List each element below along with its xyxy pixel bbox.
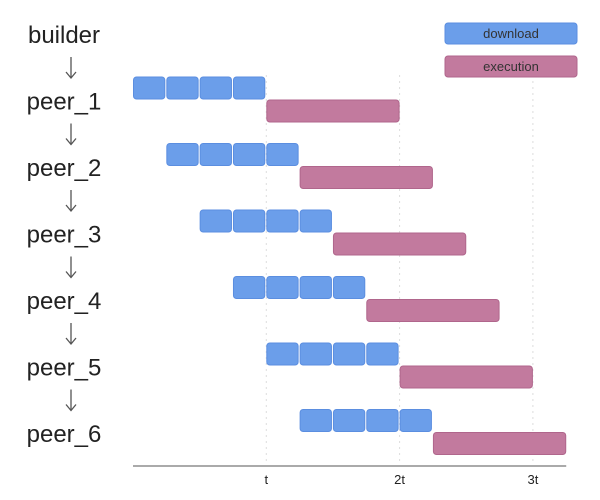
peer_4-download-chunk <box>299 276 332 299</box>
peer_6-download-chunk <box>299 409 332 432</box>
legend-execution-swatch <box>444 55 578 78</box>
peer_2-download-chunk <box>199 143 232 166</box>
down-arrow-icon <box>65 204 77 213</box>
peer_1-download-chunk <box>166 76 199 100</box>
peer_5-download-chunk <box>299 342 332 366</box>
node-label-peer_4: peer_4 <box>27 288 102 315</box>
peer_3-download-chunk <box>299 209 332 233</box>
peer_5-download-chunk <box>366 342 399 366</box>
peer_5-download-chunk <box>332 342 366 366</box>
node-label-peer_1: peer_1 <box>27 89 102 116</box>
peer_4-download-chunk <box>266 276 299 299</box>
peer_5-download-chunk <box>266 342 299 366</box>
node-label-peer_6: peer_6 <box>27 421 102 448</box>
peer_4-download-chunk <box>332 276 366 299</box>
legend-execution-label: execution <box>483 59 539 74</box>
peer_1-download-chunk <box>232 76 266 100</box>
peer_6-download-chunk <box>332 409 366 432</box>
legend-download-label: download <box>483 26 539 41</box>
axis-tick-label: 3t <box>527 472 538 487</box>
down-arrow-icon <box>65 271 77 279</box>
node-label-peer_3: peer_3 <box>27 222 102 249</box>
peer_2-download-chunk <box>166 143 199 166</box>
axis-tick-label: t <box>264 472 268 487</box>
peer_3-download-chunk <box>266 209 299 233</box>
peer_6-download-chunk <box>366 409 399 432</box>
node-label-builder: builder <box>28 22 100 49</box>
peer_4-execution-bar <box>366 299 500 322</box>
peer_6-download-chunk <box>399 409 432 432</box>
peer_2-execution-bar <box>299 166 433 189</box>
node-label-peer_5: peer_5 <box>27 355 102 382</box>
peer_2-download-chunk <box>266 143 299 166</box>
peer_3-download-chunk <box>199 209 232 233</box>
peer_4-download-chunk <box>232 276 266 299</box>
axis-tick-label: 2t <box>394 472 405 487</box>
peer_5-execution-bar <box>399 365 533 389</box>
peer_1-execution-bar <box>266 99 400 123</box>
node-label-peer_2: peer_2 <box>27 155 102 182</box>
down-arrow-icon <box>65 71 77 80</box>
peer_6-execution-bar <box>432 432 567 455</box>
down-arrow-icon <box>65 404 77 412</box>
peer_1-download-chunk <box>199 76 232 100</box>
down-arrow-icon <box>65 138 77 146</box>
legend-download-swatch <box>444 22 578 45</box>
down-arrow-icon <box>65 337 77 346</box>
peer_2-download-chunk <box>232 143 266 166</box>
peer_1-download-chunk <box>133 76 166 100</box>
peer_3-execution-bar <box>332 232 467 256</box>
peer_3-download-chunk <box>232 209 266 233</box>
